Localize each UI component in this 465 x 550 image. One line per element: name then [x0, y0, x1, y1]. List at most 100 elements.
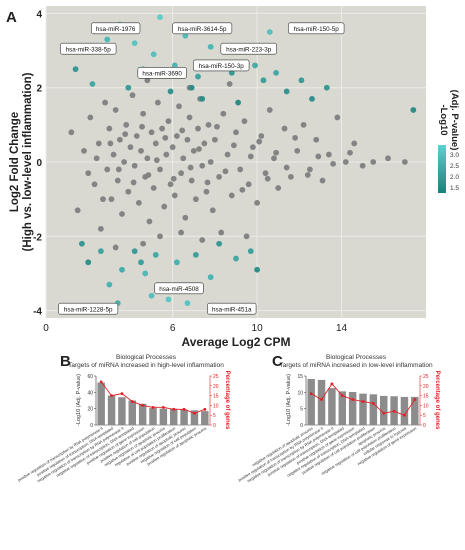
scatter-point [102, 99, 109, 106]
scatter-point [325, 151, 332, 158]
scatter-point [273, 149, 280, 156]
scatter-point [233, 255, 239, 262]
percentage-point [110, 394, 113, 397]
scatter-point [300, 121, 307, 128]
scatter-point [281, 125, 288, 132]
scatter-point [188, 84, 195, 91]
legend-tick-2-5: 2.5 [450, 163, 459, 170]
scatter-point [148, 129, 155, 136]
scatter-point [159, 125, 166, 132]
y-axis-label-line2: (High vs. low-level inflammation) [22, 72, 34, 251]
scatter-point [165, 296, 172, 303]
point-labels: hsa-miR-1976 hsa-miR-3614-5p hsa-miR-150-5… [58, 22, 345, 315]
panel-c-subtitle: Targets of miRNA increased in low-level … [279, 362, 433, 369]
percentage-point [403, 413, 406, 417]
percentage-point [392, 409, 396, 413]
scatter-point [138, 147, 144, 154]
scatter-point [97, 248, 104, 255]
bar [97, 382, 105, 425]
scatter-point [171, 62, 178, 69]
point-label: hsa-miR-451a [212, 306, 252, 313]
scatter-point [190, 147, 197, 154]
scatter-point [256, 138, 263, 145]
scatter-point [184, 136, 191, 143]
bar [411, 396, 419, 425]
bar [359, 393, 367, 425]
percentage-point [320, 398, 323, 401]
scatter-point [401, 159, 408, 165]
scatter-point [115, 166, 122, 173]
scatter-point [182, 214, 189, 221]
scatter-point [178, 170, 185, 177]
point-label: hsa-miR-223-3p [226, 46, 272, 53]
scatter-point [169, 144, 176, 151]
scatter-point [173, 259, 180, 266]
scatter-point [150, 51, 157, 58]
bar [118, 397, 126, 425]
scatter-point [273, 69, 280, 76]
panel-b-y-label: -Log10 (Adj. P-value) [76, 374, 82, 426]
x-tick-label: 0 [43, 323, 49, 334]
point-label-box [60, 42, 117, 55]
scatter-point [385, 155, 391, 162]
y2-tick-label: 10 [423, 403, 429, 409]
scatter-point [107, 140, 114, 147]
point-label: hsa-miR-4508 [159, 286, 199, 293]
percentage-point [193, 411, 196, 415]
percentage-point [141, 404, 145, 407]
legend-tick-1-5: 1.5 [450, 185, 459, 192]
scatter-point [146, 218, 153, 225]
bar [190, 410, 199, 425]
y-tick-label: 40 [87, 390, 93, 396]
scatter-point [323, 84, 330, 91]
scatter-point [216, 173, 223, 180]
scatter-point [283, 164, 290, 171]
scatter-point [247, 153, 254, 160]
point-label: hsa-miR-1976 [96, 26, 136, 33]
y-tick-label: 20 [87, 407, 93, 413]
scatter-point [315, 153, 322, 160]
percentage-point [151, 405, 155, 409]
scatter-point [144, 155, 151, 162]
scatter-point [188, 177, 195, 184]
y-tick-label: 4 [36, 9, 42, 20]
scatter-point [148, 292, 155, 299]
scatter-point [131, 162, 138, 169]
scatter-point [125, 188, 132, 195]
legend-title-line2: (Adj. P-value) [449, 90, 460, 151]
scatter-point [97, 225, 104, 232]
percentage-point [413, 398, 417, 401]
y2-tick-label: 25 [213, 374, 219, 380]
scatter-point [122, 131, 129, 138]
y2-tick-label: 10 [213, 403, 219, 409]
y2-tick-label: 25 [423, 374, 429, 380]
point-label: hsa-miR-3614-5p [178, 26, 227, 33]
bar [317, 379, 326, 425]
scatter-point [85, 170, 92, 177]
point-label-box [172, 22, 233, 35]
point-label: hsa-miR-150-5p [294, 26, 340, 33]
bar [348, 392, 357, 425]
scatter-point [112, 107, 119, 113]
scatter-point [199, 237, 206, 243]
scatter-point [139, 123, 145, 130]
scatter-point [258, 133, 265, 139]
scatter-point [203, 188, 210, 195]
scatter-point [106, 281, 113, 288]
scatter-point [199, 95, 206, 102]
grid-lines [45, 6, 426, 318]
scatter-point [154, 99, 161, 106]
scatter-point [182, 32, 189, 39]
bar [328, 388, 336, 425]
scatter-point [275, 185, 282, 191]
scatter-point [187, 164, 194, 171]
scatter-point [228, 69, 235, 76]
point-label-box [58, 302, 119, 315]
bar [201, 411, 209, 425]
scatter-point [195, 73, 201, 80]
scatter-point [153, 157, 160, 164]
bar [400, 396, 409, 425]
scatter-point [116, 136, 123, 143]
